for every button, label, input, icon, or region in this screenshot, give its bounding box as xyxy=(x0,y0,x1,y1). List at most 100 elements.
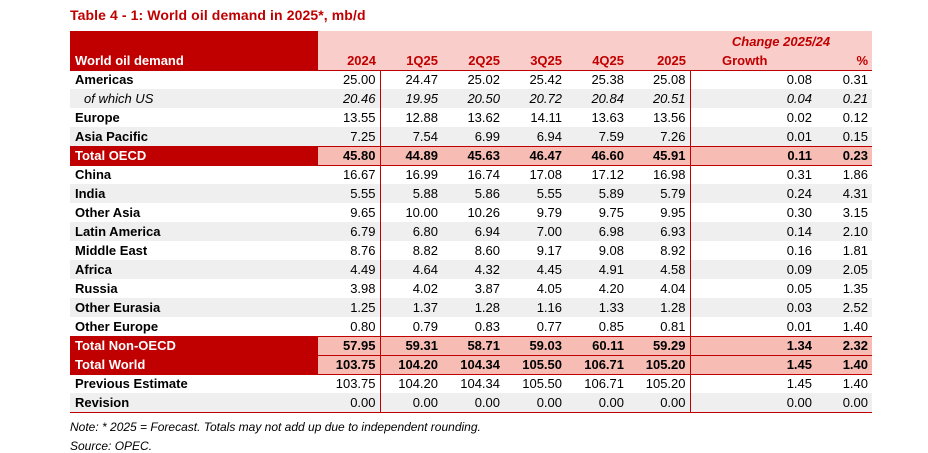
value-cell: 4.20 xyxy=(598,281,624,296)
table-row: Russia 3.98 4.02 3.87 4.05 4.20 4.04 0.05 1.35 xyxy=(70,279,872,298)
value-cell: 1.28 xyxy=(442,298,504,317)
value-cell: 16.98 xyxy=(628,165,691,184)
value-cell: 59.31 xyxy=(380,335,442,356)
table-row: Americas 25.00 24.47 25.02 25.42 25.38 25.08 0.… xyxy=(70,70,872,89)
value-cell: 10.26 xyxy=(467,205,500,220)
value-cell: 0.00 xyxy=(318,393,381,413)
value-cell: 6.94 xyxy=(442,222,504,241)
column-header-growth: Growth xyxy=(690,51,816,71)
table-row: India 5.55 5.88 5.86 5.55 5.89 5.79 0.24 4.31 xyxy=(70,184,872,203)
row-label: India xyxy=(70,184,318,203)
value-cell: 1.34 xyxy=(690,335,816,356)
value-cell: 0.04 xyxy=(690,89,816,108)
value-cell: 6.98 xyxy=(566,222,628,241)
table-row: Middle East 8.76 8.82 8.60 9.17 9.08 8.92 0.16 1… xyxy=(70,241,872,260)
value-cell: 1.86 xyxy=(842,167,868,183)
row-label: Total Non-OECD xyxy=(70,335,318,356)
value-cell: 4.31 xyxy=(816,184,872,203)
value-cell: 59.29 xyxy=(628,335,691,356)
value-cell: 4.04 xyxy=(628,279,691,298)
table-row: Revision 0.00 0.00 0.00 0.00 0.00 0.00 0.00 0.00 xyxy=(70,393,872,413)
value-cell: 17.08 xyxy=(529,167,562,183)
value-cell: 0.08 xyxy=(786,72,812,88)
value-cell: 0.11 xyxy=(690,145,816,166)
value-cell: 4.02 xyxy=(412,281,438,296)
value-cell: 4.05 xyxy=(536,281,562,296)
column-header-2025: 2025 xyxy=(628,51,690,71)
value-cell: 106.71 xyxy=(584,376,624,392)
row-label: Other Eurasia xyxy=(70,298,318,317)
value-cell: 1.28 xyxy=(628,298,691,317)
value-cell: 0.00 xyxy=(566,393,628,413)
value-cell: 1.37 xyxy=(380,298,442,317)
table-row: of which US 20.46 19.95 20.50 20.72 20.84 20.5… xyxy=(70,89,872,108)
value-cell: 25.42 xyxy=(529,72,562,88)
value-cell: 0.85 xyxy=(598,318,624,334)
value-cell: 104.20 xyxy=(380,354,442,375)
value-cell: 104.34 xyxy=(460,376,500,392)
value-cell: 0.12 xyxy=(842,110,868,125)
value-cell: 0.16 xyxy=(786,243,812,258)
table-row: China 16.67 16.99 16.74 17.08 17.12 16.98 0.31 1… xyxy=(70,165,872,184)
table-title: Table 4 - 1: World oil demand in 2025*, … xyxy=(70,7,366,23)
value-cell: 105.50 xyxy=(504,354,566,375)
value-cell: 8.92 xyxy=(628,241,691,260)
value-cell: 20.72 xyxy=(504,89,566,108)
value-cell: 25.38 xyxy=(591,72,624,88)
value-cell: 0.31 xyxy=(786,167,812,183)
value-cell: 4.58 xyxy=(628,260,691,279)
value-cell: 25.02 xyxy=(467,72,500,88)
row-label: Previous Estimate xyxy=(75,376,188,392)
column-header-pct: % xyxy=(816,51,872,71)
value-cell: 58.71 xyxy=(442,335,504,356)
value-cell: 0.80 xyxy=(318,317,381,336)
source-text: Source: OPEC. xyxy=(70,438,153,453)
table-row: Total World 103.75 104.20 104.34 105.50 106.7… xyxy=(70,354,872,375)
column-header-3q25: 3Q25 xyxy=(504,51,566,71)
value-cell: 13.63 xyxy=(591,110,624,125)
value-cell: 2.52 xyxy=(816,298,872,317)
table-row: Previous Estimate 103.75 104.20 104.34 105.5… xyxy=(70,374,872,393)
row-label: Russia xyxy=(75,281,118,296)
value-cell: 17.12 xyxy=(591,167,624,183)
value-cell: 20.46 xyxy=(318,89,381,108)
value-cell: 0.00 xyxy=(690,393,816,413)
value-cell: 7.26 xyxy=(628,127,691,146)
value-cell: 59.03 xyxy=(504,335,566,356)
value-cell: 4.32 xyxy=(442,260,504,279)
value-cell: 0.01 xyxy=(786,318,812,334)
value-cell: 1.81 xyxy=(842,243,868,258)
value-cell: 0.01 xyxy=(690,127,816,146)
table-row: Other Asia 9.65 10.00 10.26 9.79 9.75 9.95 0.30… xyxy=(70,203,872,222)
row-label: of which US xyxy=(70,89,318,108)
value-cell: 45.80 xyxy=(318,145,381,166)
value-cell: 8.76 xyxy=(318,241,381,260)
value-cell: 104.20 xyxy=(398,376,438,392)
value-cell: 20.50 xyxy=(442,89,504,108)
value-cell: 5.55 xyxy=(318,184,381,203)
value-cell: 60.11 xyxy=(566,335,628,356)
value-cell: 9.95 xyxy=(628,203,691,222)
value-cell: 2.32 xyxy=(816,335,872,356)
value-cell: 3.15 xyxy=(842,205,868,220)
value-cell: 9.65 xyxy=(318,203,381,222)
table-row: Total Non-OECD 57.95 59.31 58.71 59.03 60.11 5… xyxy=(70,335,872,356)
value-cell: 1.40 xyxy=(842,376,868,392)
value-cell: 104.34 xyxy=(442,354,504,375)
value-cell: 0.00 xyxy=(504,393,566,413)
value-cell: 8.60 xyxy=(474,243,500,258)
value-cell: 7.59 xyxy=(566,127,628,146)
value-cell: 12.88 xyxy=(405,110,438,125)
value-cell: 57.95 xyxy=(318,335,381,356)
header-spacer xyxy=(318,31,690,51)
value-cell: 5.88 xyxy=(380,184,442,203)
value-cell: 0.77 xyxy=(536,318,562,334)
value-cell: 7.54 xyxy=(380,127,442,146)
value-cell: 5.79 xyxy=(628,184,691,203)
value-cell: 2.10 xyxy=(816,222,872,241)
value-cell: 1.33 xyxy=(566,298,628,317)
value-cell: 45.91 xyxy=(628,145,691,166)
value-cell: 0.31 xyxy=(842,72,868,88)
value-cell: 25.08 xyxy=(628,70,691,89)
value-cell: 2.05 xyxy=(816,260,872,279)
